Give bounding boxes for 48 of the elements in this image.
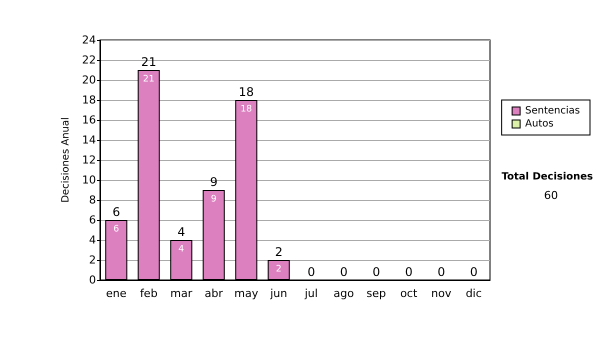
total-label: 0 bbox=[307, 265, 316, 279]
x-tick-label: mar bbox=[170, 287, 193, 300]
legend-label: Sentencias bbox=[525, 106, 580, 116]
y-tick-label: 20 bbox=[82, 74, 96, 86]
data-label: 21 bbox=[143, 74, 154, 84]
x-tick-label: may bbox=[234, 287, 259, 300]
y-tick-label: 24 bbox=[82, 34, 96, 46]
total-label: 21 bbox=[141, 55, 156, 69]
legend-label: Autos bbox=[525, 118, 554, 130]
y-tick-label: 22 bbox=[82, 54, 96, 66]
text: 60 bbox=[544, 189, 558, 202]
data-label: 4 bbox=[178, 244, 184, 254]
total-label: 0 bbox=[470, 265, 478, 279]
y-tick-label: 14 bbox=[82, 134, 96, 146]
x-tick-label: nov bbox=[431, 287, 452, 300]
x-tick-label: ago bbox=[334, 287, 354, 300]
total-label: 2 bbox=[274, 245, 283, 259]
total-label: 0 bbox=[404, 265, 413, 279]
x-tick-label: oct bbox=[400, 287, 418, 300]
total-label: 0 bbox=[437, 265, 446, 279]
data-label: 2 bbox=[276, 264, 282, 274]
y-tick-label: 12 bbox=[82, 154, 96, 166]
data-label: 6 bbox=[113, 224, 120, 234]
y-tick-label: 4 bbox=[89, 234, 96, 246]
y-tick-label: 6 bbox=[89, 214, 96, 226]
y-tick-label: 2 bbox=[89, 254, 96, 266]
x-tick-label: jul bbox=[304, 287, 318, 300]
y-tick-label: 8 bbox=[89, 194, 96, 206]
total-label: 9 bbox=[210, 175, 218, 189]
x-tick-label: feb bbox=[140, 287, 158, 300]
y-tick-label: 16 bbox=[82, 114, 96, 126]
total-label: 4 bbox=[177, 225, 186, 239]
x-tick-label: ene bbox=[106, 287, 127, 300]
text: Total Decisiones bbox=[502, 172, 594, 182]
total-label: 18 bbox=[238, 85, 254, 99]
total-label: 0 bbox=[372, 265, 380, 279]
y-tick-label: 10 bbox=[82, 174, 96, 186]
y-axis-title: Decisiones Anual bbox=[60, 117, 72, 203]
x-tick-label: abr bbox=[204, 287, 224, 300]
data-label: 9 bbox=[210, 194, 217, 204]
total-label: 0 bbox=[340, 265, 348, 279]
y-tick-label: 0 bbox=[89, 274, 96, 286]
x-tick-label: dic bbox=[466, 287, 482, 300]
y-tick-label: 18 bbox=[82, 94, 96, 106]
x-tick-label: jun bbox=[269, 287, 288, 300]
x-tick-label: sep bbox=[366, 287, 386, 300]
data-label: 18 bbox=[240, 104, 252, 114]
total-label: 6 bbox=[112, 205, 120, 219]
